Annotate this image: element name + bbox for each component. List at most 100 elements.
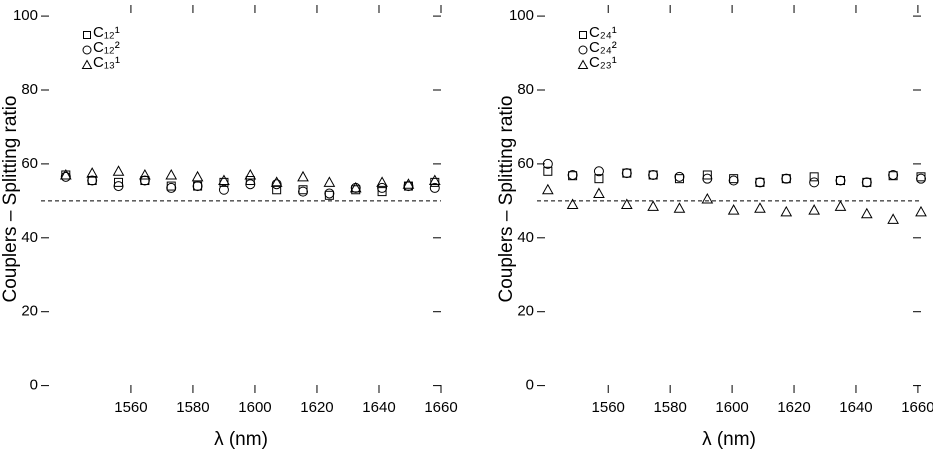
point (622, 168, 632, 178)
point (835, 175, 846, 186)
point (780, 205, 793, 217)
point (593, 187, 605, 198)
point (648, 170, 658, 180)
y-tick-label: 100 (509, 7, 534, 24)
x-tick-label: 1640 (362, 399, 395, 416)
point (86, 167, 99, 178)
y-axis-title: Couplers – Splitting ratio (0, 96, 21, 303)
point (566, 198, 579, 210)
legend-marker (81, 59, 93, 69)
point (272, 185, 282, 195)
point (428, 174, 441, 186)
legend-marker (83, 31, 91, 39)
point (543, 166, 553, 176)
point (594, 174, 604, 184)
point (620, 198, 633, 210)
x-tick-label: 1600 (238, 399, 271, 416)
legend-label: C₂₄¹ (589, 24, 617, 41)
y-tick-label: 0 (30, 377, 38, 394)
point (244, 168, 257, 180)
y-tick-label: 40 (21, 229, 38, 246)
point (192, 181, 203, 192)
legend-marker (82, 45, 92, 55)
legend-marker (579, 31, 587, 39)
y-tick-label: 0 (526, 377, 534, 394)
point (271, 179, 282, 190)
point (567, 169, 578, 180)
point (191, 170, 204, 182)
point (140, 176, 150, 186)
point (621, 168, 632, 179)
y-tick-label: 80 (21, 81, 38, 98)
point (245, 176, 255, 186)
point (323, 176, 336, 187)
x-axis-title: λ (nm) (214, 429, 268, 450)
point (429, 182, 440, 193)
point (324, 188, 335, 199)
point (754, 202, 766, 213)
point (541, 183, 554, 195)
point (916, 173, 926, 184)
point (165, 168, 178, 180)
point (403, 181, 414, 192)
y-tick-label: 80 (517, 81, 534, 98)
y-tick-label: 100 (13, 7, 38, 24)
point (674, 171, 685, 182)
point (245, 179, 256, 190)
point (166, 182, 177, 193)
point (809, 177, 820, 188)
legend-marker (577, 59, 589, 69)
point (754, 177, 765, 188)
point (887, 213, 899, 224)
point (402, 178, 415, 189)
x-tick-label: 1560 (592, 399, 625, 416)
point (376, 176, 388, 187)
x-tick-label: 1620 (777, 399, 810, 416)
y-tick-label: 60 (517, 155, 534, 172)
point (702, 170, 712, 180)
point (60, 171, 71, 182)
point (701, 192, 714, 204)
point (808, 204, 821, 215)
point (270, 176, 283, 187)
point (755, 177, 765, 187)
point (112, 165, 125, 176)
point (349, 181, 362, 193)
point (139, 168, 151, 180)
legend-label: C₁₂¹ (93, 24, 120, 41)
legend-label: C₂₃¹ (589, 54, 617, 71)
y-tick-label: 60 (21, 155, 38, 172)
x-tick-label: 1660 (901, 399, 933, 416)
point (139, 175, 150, 186)
point (593, 166, 604, 177)
point (113, 181, 124, 192)
x-axis-title: λ (nm) (702, 429, 756, 450)
legend-label: C₂₄² (589, 39, 617, 56)
x-tick-label: 1620 (300, 399, 333, 416)
point (861, 177, 872, 188)
point (860, 207, 873, 219)
point (193, 181, 203, 191)
point (915, 205, 927, 217)
y-axis-title: Couplers – Splitting ratio (496, 96, 517, 303)
point (727, 204, 740, 215)
x-tick-label: 1580 (653, 399, 686, 416)
point (835, 176, 845, 186)
point (114, 177, 124, 187)
point (673, 202, 686, 213)
point (834, 200, 847, 211)
point (888, 169, 899, 180)
legend-label: C₁₃¹ (93, 54, 120, 71)
y-tick-label: 20 (517, 303, 534, 320)
point (648, 169, 659, 180)
point (862, 177, 872, 187)
point (59, 168, 72, 180)
point (542, 158, 553, 169)
point (781, 173, 792, 184)
point (377, 187, 387, 197)
point (298, 186, 309, 197)
point (87, 175, 98, 186)
legend-marker (578, 45, 588, 55)
x-tick-label: 1560 (114, 399, 147, 416)
